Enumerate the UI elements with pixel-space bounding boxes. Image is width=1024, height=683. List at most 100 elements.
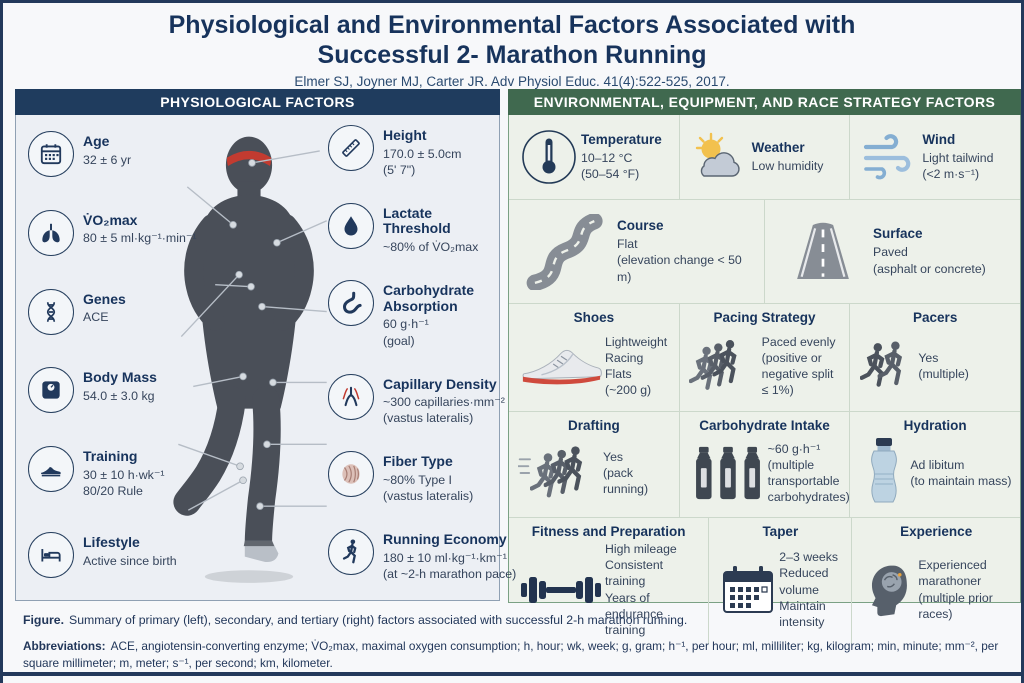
- cell-drafting: Drafting Yes (pack running): [509, 412, 679, 517]
- factor-height: Height 170.0 ± 5.0cm (5' 7"): [328, 125, 496, 178]
- cell-experience: Experience Experienced marathoner (multi…: [851, 518, 1020, 645]
- cell-surface: Surface Paved (asphalt or concrete): [764, 200, 1020, 303]
- title-line-1: Physiological and Environmental Factors …: [168, 11, 856, 39]
- cell-line: (multiple prior races): [918, 590, 993, 621]
- winding-road-icon: [517, 213, 617, 290]
- factor-value: 80 ± 5 ml·kg⁻¹·min⁻¹: [83, 231, 197, 246]
- ruler-icon: [328, 125, 374, 171]
- cell-title: Carbohydrate Intake: [699, 418, 830, 433]
- factor-lifestyle: Lifestyle Active since birth: [28, 531, 206, 578]
- sun-cloud-icon: [688, 132, 752, 182]
- running-shoe-icon: [28, 446, 74, 493]
- env-row-4: Drafting Yes (pack running) Car: [509, 412, 1020, 518]
- cell-fitness-preparation: Fitness and Preparation High mileage Con…: [509, 518, 708, 644]
- cell-line: (multiple transportable carbohydrates): [767, 457, 850, 505]
- thermometer-icon: [517, 129, 581, 185]
- cell-course: Course Flat (elevation change < 50 m): [509, 200, 764, 303]
- cell-line: (50–54 °F): [581, 167, 640, 181]
- factor-title: Genes: [83, 290, 126, 307]
- env-row-2: Course Flat (elevation change < 50 m) Su…: [509, 200, 1020, 304]
- cell-pacing-strategy: Pacing Strategy Paced evenly (positive o…: [678, 304, 850, 411]
- racing-flat-shoe-icon: [517, 340, 605, 392]
- physiological-panel: PHYSIOLOGICAL FACTORS: [15, 89, 516, 603]
- factor-value: (goal): [383, 333, 415, 348]
- physiological-left-column: Age 32 ± 6 yr V̇O₂max 80 ± 5 ml·kg⁻¹·min…: [28, 115, 206, 600]
- factor-title: Body Mass: [83, 369, 157, 386]
- runners-group-icon: [688, 335, 762, 397]
- factor-title: Training: [83, 448, 138, 465]
- cell-hydration: Hydration Ad libitum (to maintain mass): [849, 412, 1020, 517]
- citation: Elmer SJ, Joyner MJ, Carter JR. Adv Phys…: [294, 74, 730, 89]
- straight-road-icon: [773, 217, 873, 287]
- cell-taper: Taper 2–3 weeks Reduced volume Maintain …: [708, 518, 851, 645]
- factor-value: (vastus lateralis): [383, 489, 474, 504]
- physiological-body: Age 32 ± 6 yr V̇O₂max 80 ± 5 ml·kg⁻¹·min…: [15, 115, 516, 601]
- cell-title: Fitness and Preparation: [531, 524, 686, 539]
- factor-title: Lifestyle: [83, 533, 140, 550]
- cell-line: Paved: [873, 245, 908, 260]
- dumbbell-icon: [517, 569, 605, 611]
- cell-title: Weather: [751, 139, 805, 155]
- page-title: Physiological and Environmental Factors …: [3, 11, 1021, 70]
- cell-line: Lightweight: [605, 334, 668, 349]
- cell-wind: Wind Light tailwind (<2 m·s⁻¹): [849, 115, 1020, 199]
- factor-value: (5' 7"): [383, 162, 416, 177]
- dna-icon: [28, 288, 74, 335]
- gel-bottles-icon: [688, 443, 768, 503]
- cell-shoes: Shoes Lightweight Racing Flats (~200 g): [509, 304, 679, 411]
- abbreviations: Abbreviations: ACE, angiotensin-convertin…: [23, 638, 1003, 672]
- bed-icon: [28, 531, 74, 578]
- cell-title: Pacers: [913, 310, 958, 325]
- factor-value: (at ~2-h marathon pace): [383, 566, 517, 581]
- factor-value: 180 ± 10 ml·kg⁻¹·km⁻¹: [383, 550, 507, 565]
- factor-title: Running Economy: [383, 531, 507, 548]
- environmental-panel: ENVIRONMENTAL, EQUIPMENT, AND RACE STRAT…: [508, 89, 1021, 645]
- drafting-runners-icon: [517, 443, 603, 503]
- factor-value: 80/20 Rule: [83, 484, 143, 499]
- cell-line: (asphalt or concrete): [873, 261, 986, 276]
- abbreviations-label: Abbreviations:: [23, 639, 106, 653]
- cell-pacers: Pacers Yes (multiple): [849, 304, 1020, 411]
- env-row-3: Shoes Lightweight Racing Flats (~200 g): [509, 304, 1020, 412]
- cell-title: Hydration: [903, 418, 967, 433]
- cell-title: Drafting: [567, 418, 620, 433]
- factor-value: (vastus lateralis): [383, 411, 474, 426]
- physiological-right-column: Height 170.0 ± 5.0cm (5' 7") Lactate Thr…: [328, 115, 516, 600]
- cell-line: Yes: [918, 350, 939, 365]
- brain-head-icon: [860, 562, 918, 618]
- panels: PHYSIOLOGICAL FACTORS: [15, 89, 1021, 645]
- environmental-header: ENVIRONMENTAL, EQUIPMENT, AND RACE STRAT…: [508, 89, 1021, 115]
- factor-value: ~80% Type I: [383, 472, 453, 487]
- factor-running-economy: Running Economy 180 ± 10 ml·kg⁻¹·km⁻¹ (a…: [328, 529, 516, 582]
- factor-fiber-type: Fiber Type ~80% Type I (vastus lateralis…: [328, 451, 496, 504]
- cell-line: 10–12 °C: [581, 150, 633, 165]
- cell-title: Pacing Strategy: [713, 310, 816, 325]
- env-row-1: Temperature 10–12 °C (50–54 °F) Weather …: [509, 115, 1020, 200]
- cell-line: (positive or negative split ≤ 1%): [761, 350, 834, 398]
- scale-icon: [28, 367, 74, 414]
- factor-value: 54.0 ± 3.0 kg: [83, 389, 155, 404]
- factor-carbohydrate-absorption: Carbohydrate Absorption 60 g·h⁻¹ (goal): [328, 280, 496, 349]
- abbreviations-text: ACE, angiotensin-converting enzyme; V̇O₂…: [23, 639, 999, 671]
- cell-line: 2–3 weeks: [779, 550, 839, 565]
- droplet-icon: [328, 202, 374, 249]
- cell-weather: Weather Low humidity: [678, 115, 850, 199]
- cell-title: Shoes: [573, 310, 615, 325]
- water-bottle-icon: [858, 436, 910, 510]
- factor-value: ~300 capillaries·mm⁻²: [383, 395, 505, 410]
- factor-value: ACE: [83, 310, 109, 325]
- factor-body-mass: Body Mass 54.0 ± 3.0 kg: [28, 367, 206, 414]
- factor-title: Age: [83, 133, 110, 149]
- cell-title: Course: [617, 218, 664, 234]
- wind-icon: [858, 133, 922, 181]
- cell-line: Years of endurance training: [605, 590, 664, 638]
- bottom-border: [3, 672, 1021, 676]
- cell-line: ~60 g·h⁻¹: [767, 441, 821, 456]
- cell-carbohydrate-intake: Carbohydrate Intake ~60 g·h⁻¹ (multiple …: [678, 412, 850, 517]
- factor-training: Training 30 ± 10 h·wk⁻¹ 80/20 Rule: [28, 446, 206, 499]
- figure-caption-label: Figure.: [23, 613, 64, 627]
- stomach-icon: [328, 280, 374, 327]
- factor-value: ~80% of V̇O₂max: [383, 240, 479, 255]
- environmental-body: Temperature 10–12 °C (50–54 °F) Weather …: [508, 115, 1021, 645]
- factor-value: 30 ± 10 h·wk⁻¹: [83, 467, 165, 482]
